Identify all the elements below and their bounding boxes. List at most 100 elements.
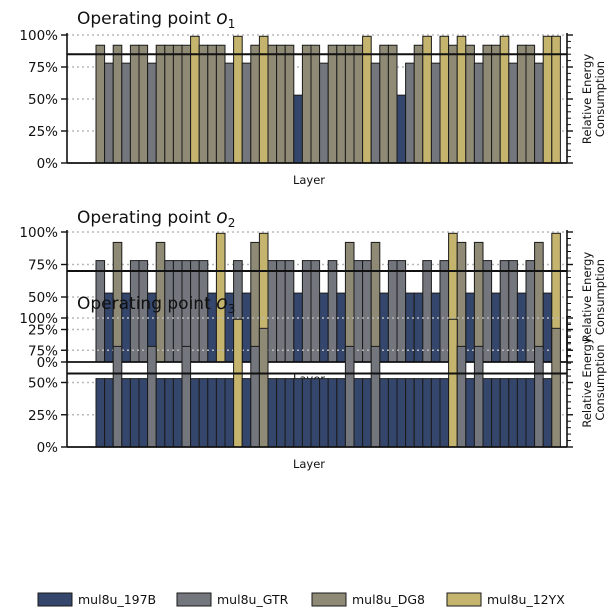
bar-layer-50 — [516, 292, 527, 363]
legend-swatch — [446, 592, 482, 607]
bar-layer-37 — [405, 378, 415, 448]
bar-layer-12 — [190, 378, 200, 448]
bar-layer-45 — [473, 62, 484, 164]
bar-layer-21 — [267, 260, 278, 363]
bar-layer-20 — [258, 327, 269, 448]
bar-layer-18 — [241, 378, 252, 448]
bar-layer-44 — [465, 292, 475, 363]
bar-layer-14 — [207, 44, 217, 164]
bar-layer-9 — [164, 44, 174, 164]
chart-title-text: Operating point — [77, 9, 216, 29]
legend-label: mul8u_197B — [78, 592, 156, 607]
bar-layer-32 — [362, 378, 372, 448]
bar-layer-24 — [293, 292, 303, 363]
bar-layer-4 — [121, 378, 131, 448]
bar-layer-13 — [198, 44, 209, 164]
chart-title: Operating point o3 — [77, 292, 235, 316]
bar-layer-49 — [508, 260, 518, 363]
bar-layer-38 — [413, 292, 424, 363]
bar-layer-25 — [301, 260, 312, 363]
bar-layer-54 — [551, 35, 561, 164]
bar-layer-48 — [499, 260, 510, 363]
bar-layer-12 — [190, 35, 200, 164]
bar-layer-29 — [336, 378, 346, 448]
bar-layer-31 — [353, 260, 364, 363]
bar-layer-43 — [456, 345, 467, 448]
y-tick-label: 0% — [37, 156, 59, 172]
bar-layer-5 — [129, 44, 140, 164]
bar-layer-54 — [551, 327, 561, 448]
y-axis-label-line1: Relative Energy — [580, 337, 594, 427]
bar-layer-41 — [439, 260, 450, 363]
bar-layer-32 — [362, 35, 372, 164]
bar-layer-52 — [534, 241, 544, 363]
bar-layer-19 — [250, 241, 260, 363]
y-tick-label: 50% — [28, 290, 58, 306]
bar-layer-48 — [499, 378, 510, 448]
bar-layer-27 — [319, 378, 329, 448]
bar-layer-20 — [258, 35, 269, 164]
bar-layer-50 — [516, 44, 527, 164]
bar-layer-11 — [181, 44, 192, 164]
bar-layer-28 — [327, 378, 338, 448]
bar-layer-30 — [344, 44, 355, 164]
bar-layer-22 — [276, 378, 286, 448]
bar-layer-3 — [112, 44, 123, 164]
bar-layer-17 — [233, 35, 243, 164]
bar-layer-49 — [508, 378, 518, 448]
bar-layer-7 — [147, 62, 157, 164]
bar-layer-6 — [138, 378, 149, 448]
bar-layer-16 — [224, 62, 235, 164]
bar-layer-43 — [456, 241, 467, 363]
legend-swatch — [176, 592, 212, 607]
bar-layer-52 — [534, 345, 544, 448]
bar-layer-26 — [310, 378, 321, 448]
bar-layer-47 — [491, 292, 501, 363]
bar-layer-10 — [172, 378, 183, 448]
y-tick-label: 25% — [28, 124, 58, 140]
bar-layer-13 — [198, 378, 209, 448]
bar-layer-30 — [344, 345, 355, 448]
bar-layer-44 — [465, 44, 475, 164]
bar-layer-31 — [353, 44, 364, 164]
y-tick-label: 75% — [28, 60, 58, 76]
chart-title-symbol: o — [216, 292, 228, 314]
y-tick-label: 100% — [19, 28, 58, 44]
bar-layer-39 — [422, 378, 432, 448]
bar-layer-45 — [473, 241, 484, 363]
bar-layer-17 — [233, 318, 243, 448]
bar-layer-34 — [379, 378, 389, 448]
bar-layer-21 — [267, 44, 278, 164]
bar-layer-46 — [482, 260, 493, 363]
bar-layer-10 — [172, 44, 183, 164]
bar-layer-23 — [284, 260, 295, 363]
bar-layer-31 — [353, 378, 364, 448]
legend-swatch — [311, 592, 347, 607]
bar-layer-28 — [327, 260, 338, 363]
bar-layer-40 — [430, 292, 441, 363]
bar-layer-19 — [250, 44, 260, 164]
bar-layer-39 — [422, 35, 432, 164]
bar-layer-50 — [516, 378, 527, 448]
chart-panel-2: Operating point o20%25%50%75%100%LayerRe… — [19, 206, 607, 386]
bar-layer-22 — [276, 260, 286, 363]
bar-layer-33 — [370, 345, 381, 448]
bar-layer-53 — [542, 292, 553, 363]
bar-layer-40 — [430, 378, 441, 448]
chart-panel-3: Operating point o3 0% 25% 50% 75% 100% Layer Re… — [19, 292, 607, 471]
bar-layer-18 — [241, 62, 252, 164]
chart-title: Operating point o1 — [77, 7, 235, 31]
bar-layer-34 — [379, 292, 389, 363]
bar-layer-35 — [387, 44, 398, 164]
bar-layer-41 — [439, 35, 450, 164]
bar-layer-53 — [542, 378, 553, 448]
y-tick-label: 50% — [28, 92, 58, 108]
chart-title-subscript: 3 — [228, 302, 236, 316]
bar-layer-39 — [422, 260, 432, 363]
bar-layer-38 — [413, 44, 424, 164]
bar-layer-51 — [525, 260, 536, 363]
bar-layer-19 — [250, 345, 260, 448]
bar-layer-36 — [396, 94, 407, 164]
bar-layer-25 — [301, 378, 312, 448]
bar-layer-6 — [138, 44, 149, 164]
